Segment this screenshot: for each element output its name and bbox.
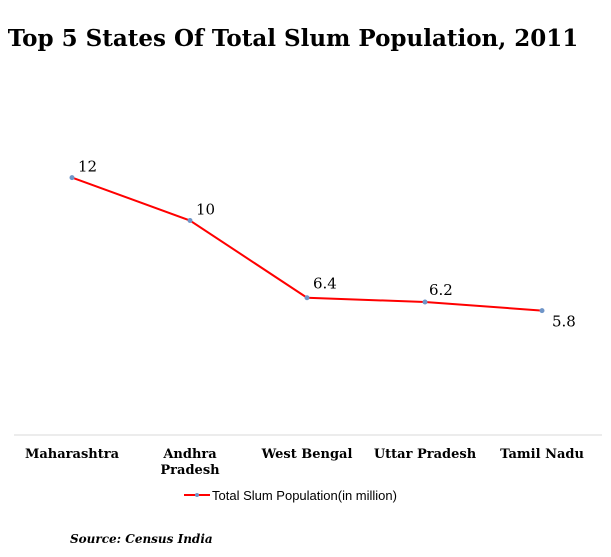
data-label: 12 [78, 158, 97, 176]
data-label: 6.4 [313, 275, 337, 293]
x-axis-tick-label: Uttar Pradesh [374, 447, 477, 462]
x-axis-tick-label: Tamil Nadu [500, 447, 584, 462]
series-group: 12 10 6.4 6.2 5.8 [69, 158, 576, 331]
legend-series-label: Total Slum Population(in million) [212, 488, 397, 503]
x-axis-tick-label: Andhra Pradesh [160, 447, 220, 478]
data-label: 6.2 [429, 281, 453, 299]
source-note: Source: Census India [70, 532, 213, 546]
x-axis-tick-label: West Bengal [261, 447, 353, 462]
x-axis-tick-labels: Maharashtra Andhra Pradesh West Bengal Uttar… [25, 447, 584, 478]
data-point [539, 308, 545, 314]
data-label: 10 [196, 201, 215, 219]
data-point [304, 295, 310, 301]
legend: Total Slum Population(in million) [184, 488, 397, 503]
legend-marker [195, 493, 199, 497]
x-axis-tick-label: Maharashtra [25, 447, 120, 462]
data-point [187, 218, 193, 224]
data-point [422, 299, 428, 305]
chart-title: Top 5 States Of Total Slum Population, 2… [8, 25, 579, 52]
data-label: 5.8 [552, 313, 576, 331]
series-line [71, 176, 543, 312]
data-point [69, 175, 75, 181]
